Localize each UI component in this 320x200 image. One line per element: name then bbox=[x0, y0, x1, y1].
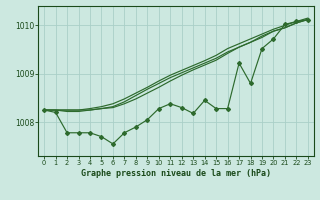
X-axis label: Graphe pression niveau de la mer (hPa): Graphe pression niveau de la mer (hPa) bbox=[81, 169, 271, 178]
